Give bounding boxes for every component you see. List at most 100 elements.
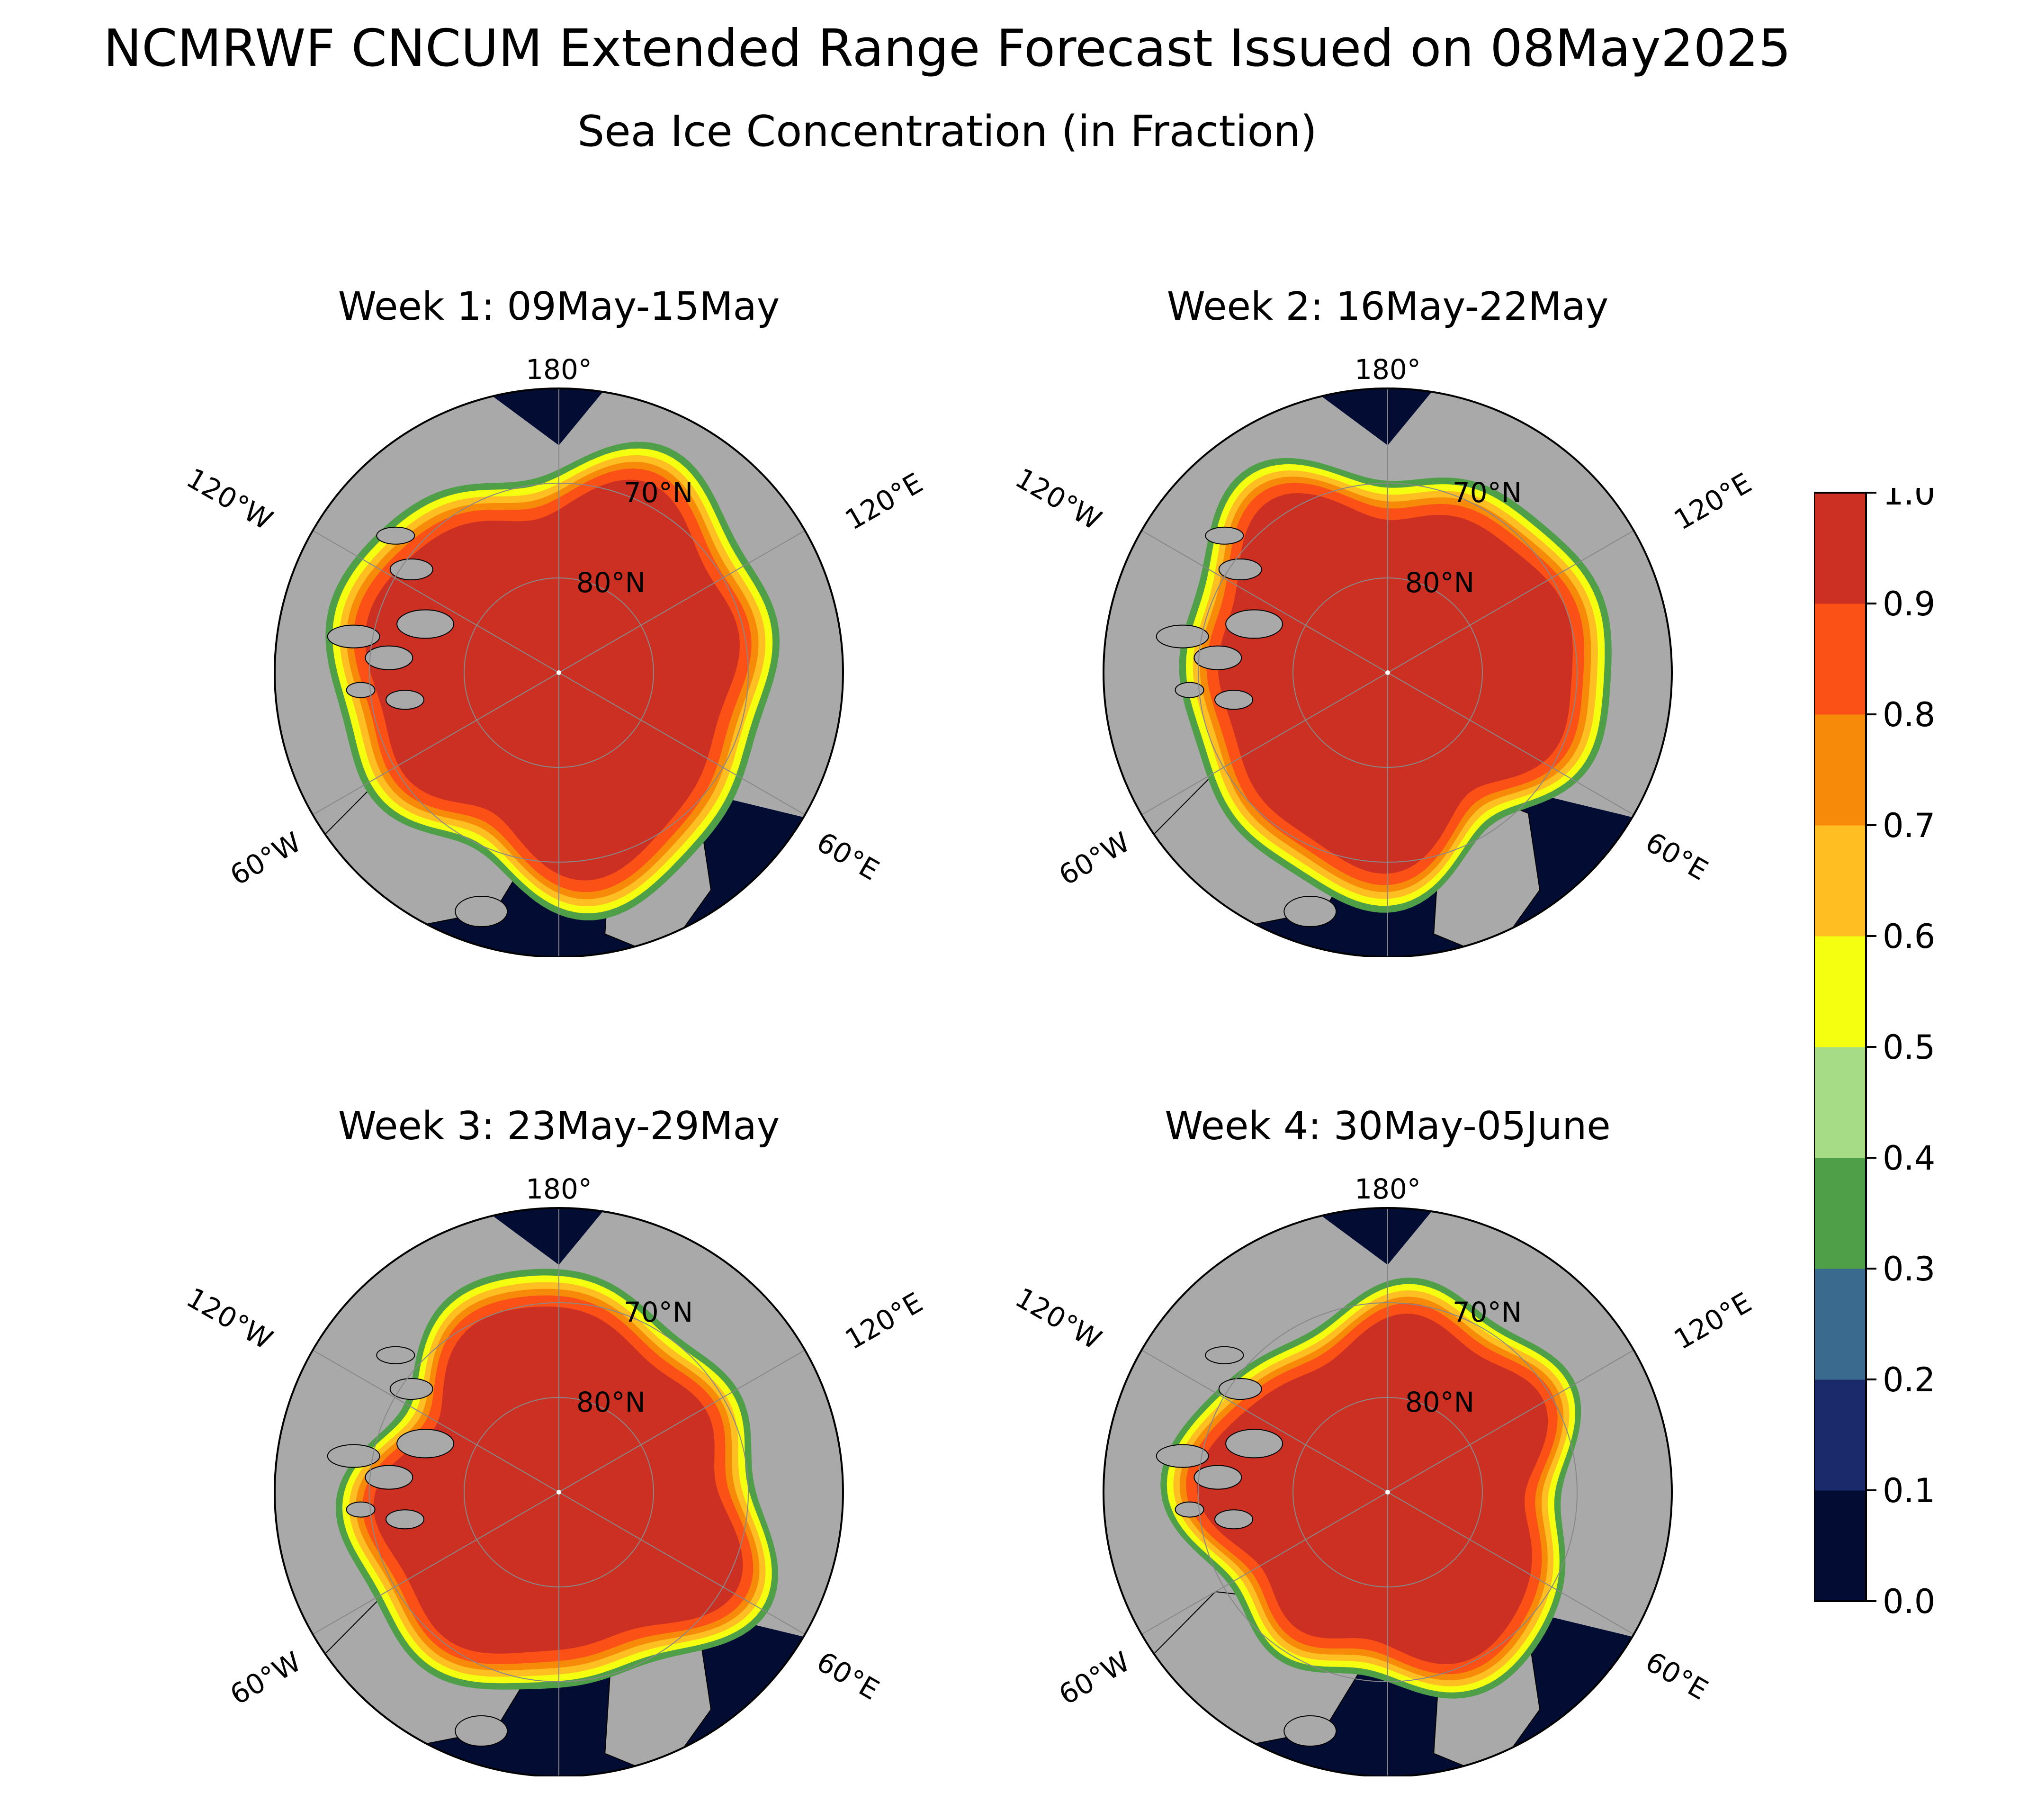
map-label-lat-outer: 70°N bbox=[624, 477, 693, 509]
figure-subtitle: Sea Ice Concentration (in Fraction) bbox=[577, 107, 1317, 156]
panel-title: Week 3: 23May-29May bbox=[338, 1104, 780, 1149]
colorbar-segment bbox=[1814, 1490, 1866, 1602]
map-label-lat-inner: 80°N bbox=[576, 1386, 646, 1418]
map-label-lon-upper-right: 120°E bbox=[840, 1286, 928, 1356]
archipelago-island bbox=[396, 609, 455, 639]
map-label-lon-top: 180° bbox=[1355, 1173, 1421, 1205]
bering-water bbox=[483, 1208, 610, 1265]
map-label-lat-outer: 70°N bbox=[1453, 1296, 1522, 1328]
map-boundary bbox=[274, 387, 844, 957]
archipelago-island bbox=[386, 1509, 425, 1530]
north-pole-marker bbox=[1385, 1490, 1390, 1495]
map-label-lon-upper-left: 120°W bbox=[1010, 462, 1107, 536]
north-pole-marker bbox=[556, 1490, 561, 1495]
map-label-lon-top: 180° bbox=[526, 1173, 592, 1205]
colorbar-tick-label: 0.9 bbox=[1883, 585, 1935, 623]
graticule bbox=[1141, 388, 1634, 957]
map-label-lon-upper-left: 120°W bbox=[1010, 1281, 1107, 1356]
ice-band bbox=[365, 479, 740, 881]
bering-water bbox=[483, 388, 610, 445]
archipelago-island bbox=[365, 1465, 413, 1490]
archipelago-island bbox=[1193, 645, 1242, 670]
archipelago-island bbox=[1225, 1429, 1283, 1459]
map-label-lon-lower-right: 60°E bbox=[1640, 826, 1714, 887]
colorbar-segment bbox=[1814, 936, 1866, 1047]
north-pole-marker bbox=[556, 670, 561, 675]
map-label-lon-lower-right: 60°E bbox=[811, 826, 885, 887]
iceland bbox=[455, 1715, 508, 1747]
colorbar-tick-label: 0.0 bbox=[1883, 1582, 1935, 1621]
colorbar-segment bbox=[1814, 493, 1866, 604]
ice-band bbox=[1196, 1314, 1548, 1664]
archipelago-island bbox=[1218, 1378, 1262, 1400]
map-label-lon-upper-left: 120°W bbox=[181, 462, 278, 536]
archipelago-island bbox=[1225, 609, 1283, 639]
panel-title: Week 2: 16May-22May bbox=[1167, 284, 1609, 329]
map-label-lat-inner: 80°N bbox=[576, 567, 646, 599]
archipelago-island bbox=[365, 645, 413, 670]
map-label-lat-inner: 80°N bbox=[1405, 1386, 1474, 1418]
archipelago-island bbox=[1214, 1509, 1254, 1530]
archipelago-island bbox=[1175, 682, 1204, 698]
graticule bbox=[312, 1208, 806, 1776]
map-panel-week-3: Week 3: 23May-29May180°0°120°W120°E60°W6… bbox=[180, 1104, 938, 1776]
map-label-lon-top: 180° bbox=[1355, 353, 1421, 386]
iceland bbox=[1283, 1715, 1337, 1747]
colorbar-segment bbox=[1814, 714, 1866, 826]
colorbar-segment bbox=[1814, 604, 1866, 715]
archipelago-island bbox=[1205, 1346, 1244, 1364]
colorbar: 0.0 0.1 0.2 0.3 0.4 0.5 0.6 0.7 0.8 0.9 1.0 bbox=[1814, 488, 1935, 1621]
map-panel-week-2: Week 2: 16May-22May180°0°120°W120°E60°W6… bbox=[1009, 284, 1767, 957]
map-label-lat-outer: 70°N bbox=[624, 1296, 693, 1328]
map-label-lon-lower-left: 60°W bbox=[224, 826, 306, 892]
bering-water bbox=[1311, 388, 1439, 445]
archipelago-island bbox=[386, 690, 425, 710]
colorbar-segment bbox=[1814, 1047, 1866, 1158]
archipelago-island bbox=[1156, 624, 1209, 649]
colorbar-tick-label: 0.7 bbox=[1883, 806, 1935, 845]
archipelago-island bbox=[389, 559, 433, 581]
map-panel-week-1: Week 1: 09May-15May180°0°120°W120°E60°W6… bbox=[180, 284, 938, 957]
colorbar-segment bbox=[1814, 1269, 1866, 1380]
colorbar-tick-label: 0.8 bbox=[1883, 695, 1935, 734]
map-panel-week-4: Week 4: 30May-05June180°0°120°W120°E60°W… bbox=[1009, 1104, 1767, 1776]
map-label-lon-upper-right: 120°E bbox=[1669, 1286, 1757, 1356]
archipelago-island bbox=[1218, 559, 1262, 581]
colorbar-segment bbox=[1814, 1379, 1866, 1491]
colorbar-tick-label: 0.2 bbox=[1883, 1360, 1935, 1399]
map-boundary bbox=[1103, 387, 1673, 957]
map-label-lon-lower-left: 60°W bbox=[224, 1645, 306, 1711]
map-label-lon-lower-right: 60°E bbox=[811, 1645, 885, 1706]
iceland bbox=[455, 896, 508, 928]
map-label-lon-top: 180° bbox=[526, 353, 592, 386]
map-label-lat-inner: 80°N bbox=[1405, 567, 1474, 599]
archipelago-island bbox=[1193, 1465, 1242, 1490]
map-boundary bbox=[1103, 1207, 1673, 1776]
panel-title: Week 4: 30May-05June bbox=[1165, 1104, 1611, 1149]
map-boundary bbox=[274, 1207, 844, 1776]
map-label-lon-upper-left: 120°W bbox=[181, 1281, 278, 1356]
map-label-lon-lower-left: 60°W bbox=[1053, 826, 1135, 892]
archipelago-island bbox=[376, 1346, 415, 1364]
colorbar-tick-label: 0.1 bbox=[1883, 1471, 1935, 1510]
panel-title: Week 1: 09May-15May bbox=[338, 284, 780, 329]
bering-water bbox=[1311, 1208, 1439, 1265]
map-label-lon-lower-right: 60°E bbox=[1640, 1645, 1714, 1706]
archipelago-island bbox=[389, 1378, 433, 1400]
colorbar-segment bbox=[1814, 1158, 1866, 1269]
archipelago-island bbox=[1205, 526, 1244, 545]
north-pole-marker bbox=[1385, 670, 1390, 675]
map-label-lon-upper-right: 120°E bbox=[1669, 467, 1757, 536]
archipelago-island bbox=[346, 1501, 376, 1518]
archipelago-island bbox=[376, 526, 415, 545]
colorbar-tick-label: 0.3 bbox=[1883, 1250, 1935, 1288]
archipelago-island bbox=[327, 624, 380, 649]
colorbar-tick-label: 0.4 bbox=[1883, 1139, 1935, 1178]
colorbar-tick-label: 0.5 bbox=[1883, 1028, 1935, 1067]
ice-band bbox=[1218, 493, 1573, 874]
archipelago-island bbox=[1156, 1444, 1209, 1468]
